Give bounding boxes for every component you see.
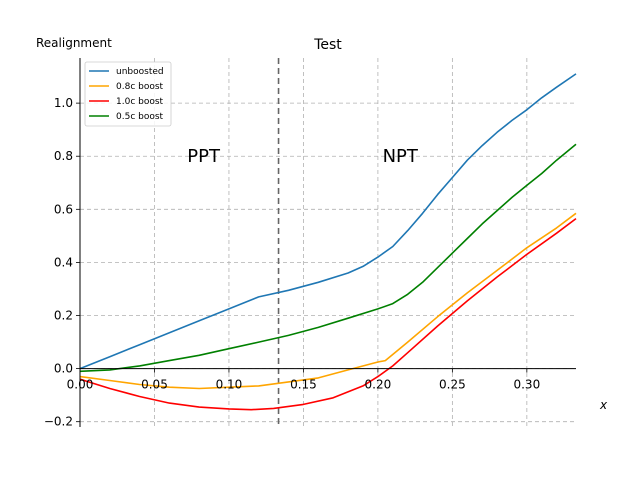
y-tick-label: 0.2: [54, 309, 73, 323]
x-tick-label: 0.05: [141, 378, 168, 392]
y-tick-label: 0.6: [54, 202, 73, 216]
tick-labels: 0.00 0.05 0.10 0.15 0.20 0.25 0.30 −0.2 0.0 0.2 0.…: [44, 96, 540, 429]
y-tick-label: −0.2: [44, 415, 73, 429]
x-tick-label: 0.00: [67, 378, 94, 392]
x-axis-label: x: [599, 398, 608, 412]
series-line-unboosted: [79, 73, 577, 370]
legend-entry: 1.0c boost: [116, 97, 164, 107]
chart-title: Test: [313, 37, 342, 53]
axes: [76, 58, 576, 427]
y-tick-label: 1.0: [54, 96, 73, 110]
x-tick-label: 0.15: [290, 378, 317, 392]
y-tick-label: 0.8: [54, 149, 73, 163]
annotations: PPT NPT: [187, 146, 419, 167]
y-tick-label: 0.4: [54, 255, 73, 269]
legend-entry: unboosted: [116, 67, 164, 77]
y-axis-label: Realignment: [36, 36, 112, 50]
y-tick-label: 0.0: [54, 362, 73, 376]
legend-entry: 0.8c boost: [116, 82, 164, 92]
x-tick-label: 0.10: [216, 378, 243, 392]
legend-box: [84, 61, 172, 127]
series-line-1-0c-boost: [79, 217, 577, 411]
region-label-ppt: PPT: [187, 146, 221, 167]
series-line-0-5c-boost: [79, 143, 577, 373]
legend-entry: 0.5c boost: [116, 112, 164, 122]
region-label-npt: NPT: [383, 146, 419, 167]
x-tick-label: 0.20: [365, 378, 392, 392]
series-lines: [79, 73, 577, 411]
series-line-0-8c-boost: [79, 212, 577, 390]
x-tick-label: 0.30: [513, 378, 540, 392]
x-tick-label: 0.25: [439, 378, 466, 392]
legend: unboosted 0.8c boost 1.0c boost 0.5c boost: [84, 61, 172, 127]
